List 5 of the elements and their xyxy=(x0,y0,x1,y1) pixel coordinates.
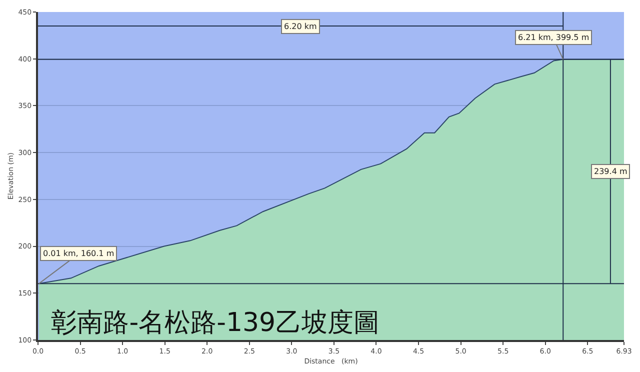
annotation: 6.21 km, 399.5 m xyxy=(518,33,590,42)
annotation: 239.4 m xyxy=(594,167,628,176)
text: 彰南路-名松路-139乙坡度圖 xyxy=(51,308,380,338)
annotation: 0.01 km, 160.1 m xyxy=(43,249,114,258)
annotation: 6.20 km xyxy=(284,22,317,31)
